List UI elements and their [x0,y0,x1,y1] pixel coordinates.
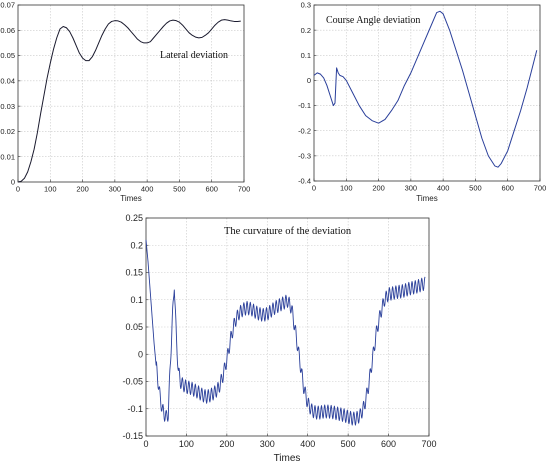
chart-2-grid [314,5,540,181]
chart-3-series-line [145,239,426,426]
chart-3-title: The curvature of the deviation [224,226,352,237]
chart-2-ytick-label: -0.1 [298,101,311,110]
chart-1-xtick-label: 600 [205,185,218,194]
chart-3-ytick-label: 0 [138,349,143,359]
chart-3-xtick-label: 0 [143,439,148,449]
chart-1-ytick-label: 0.02 [0,127,15,136]
chart-1-xtick-label: 400 [141,185,154,194]
chart-1-xtick-label: 100 [44,185,57,194]
chart-1-ytick-label: 0.04 [0,76,15,85]
chart-3-xtick-label: 600 [381,439,396,449]
chart-2-xtick-label: 200 [372,184,385,193]
chart-2-xtick-label: 400 [437,184,450,193]
chart-1-xtick-label: 0 [16,185,20,194]
chart-1-xtick-label: 700 [238,185,251,194]
chart-1-xtick-label: 200 [76,185,89,194]
chart-3-ytick-label: -0.15 [122,431,143,441]
chart-3-grid [146,218,429,436]
chart-2-xlabel: Times [416,194,437,203]
chart-3-xtick-label: 200 [219,439,234,449]
chart-1-series-line [17,19,241,183]
chart-3-ytick-label: -0.1 [127,404,143,414]
chart-1-frame [17,4,245,183]
chart-1-ytick-label: 0.03 [0,102,15,111]
curvature-deviation-chart: 0 100 200 300 400 500 600 700 -0.15 -0.1 -0.05 0 0.0… [122,213,436,464]
chart-3-xtick-label: 100 [179,439,194,449]
chart-2-ytick-label: 0.2 [301,26,311,35]
chart-2-xtick-label: 700 [534,184,547,193]
chart-3-xtick-label: 700 [421,439,436,449]
chart-2-xtick-label: 0 [312,184,316,193]
chart-2-xtick-label: 100 [340,184,353,193]
chart-1-ytick-label: 0.07 [0,1,15,10]
chart-1-grid [18,5,244,182]
chart-3-ytick-label: 0.25 [125,213,143,223]
course-angle-deviation-chart: 0 100 200 300 400 500 600 700 -0.4 -0.3 -0.2 -0.1 0 0… [298,1,546,203]
chart-2-ytick-label: -0.2 [298,126,311,135]
chart-2-frame [313,4,541,182]
chart-2-ytick-label: 0.1 [301,51,311,60]
chart-1-ytick-label: 0.05 [0,51,15,60]
chart-3-ytick-label: 0.15 [125,268,143,278]
chart-2-xtick-label: 300 [405,184,418,193]
chart-3-xlabel: Times [274,453,301,464]
chart-1-xtick-label: 500 [173,185,186,194]
chart-2-series-line [313,10,538,168]
chart-1-xlabel: Times [120,194,141,203]
chart-3-ytick-label: 0.1 [130,295,143,305]
chart-3-ytick-label: 0.05 [125,322,143,332]
chart-1-ticks: 0 100 200 300 400 500 600 700 0 0.01 0.02 0.03 0.04 0… [0,1,250,194]
chart-2-ytick-label: 0.3 [301,1,311,10]
chart-3-xtick-label: 300 [260,439,275,449]
chart-3-xtick-label: 400 [300,439,315,449]
chart-2-title: Course Angle deviation [326,15,420,26]
chart-3-ticks: 0 100 200 300 400 500 600 700 -0.15 -0.1 -0.05 0 0.0… [122,213,436,449]
chart-2-ytick-label: 0 [307,76,311,85]
chart-3-xtick-label: 500 [341,439,356,449]
chart-3-ytick-label: -0.05 [122,377,143,387]
chart-1-ytick-label: 0.06 [0,26,15,35]
chart-1-ytick-label: 0 [11,178,15,187]
chart-2-xtick-label: 600 [501,184,514,193]
chart-1-ytick-label: 0.01 [0,152,15,161]
chart-2-ytick-label: -0.4 [298,177,311,186]
chart-2-ticks: 0 100 200 300 400 500 600 700 -0.4 -0.3 -0.2 -0.1 0 0… [298,1,546,193]
chart-2-ytick-label: -0.3 [298,151,311,160]
chart-2-xtick-label: 500 [469,184,482,193]
lateral-deviation-chart: 0 100 200 300 400 500 600 700 0 0.01 0.02 0.03 0.04 0… [0,1,250,203]
chart-3-ytick-label: 0.2 [130,240,143,250]
chart-1-title: Lateral deviation [160,50,228,61]
chart-1-xtick-label: 300 [109,185,122,194]
